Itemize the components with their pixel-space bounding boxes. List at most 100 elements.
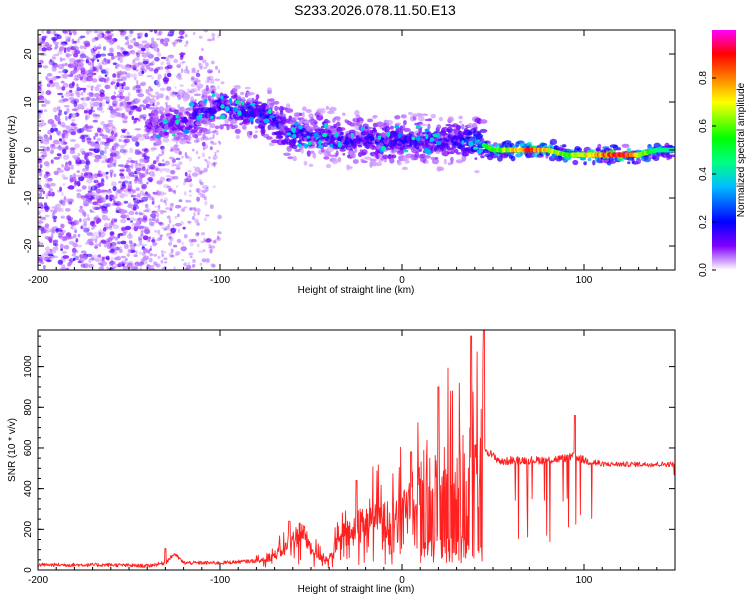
noise-dot bbox=[64, 62, 68, 67]
ridge-blob bbox=[403, 120, 407, 126]
noise-dot bbox=[204, 239, 212, 243]
noise-dot bbox=[38, 259, 44, 263]
noise-dot bbox=[151, 201, 155, 205]
noise-dot bbox=[126, 135, 133, 139]
noise-dot bbox=[168, 188, 173, 192]
noise-dot bbox=[55, 141, 62, 145]
noise-dot bbox=[128, 240, 133, 244]
ridge-blob bbox=[285, 108, 294, 113]
noise-dot bbox=[179, 36, 185, 39]
noise-dot bbox=[39, 164, 43, 169]
noise-dot bbox=[72, 69, 78, 74]
noise-dot bbox=[159, 191, 165, 197]
noise-dot bbox=[159, 176, 166, 182]
noise-dot bbox=[171, 163, 174, 168]
noise-dot bbox=[88, 238, 95, 242]
noise-dot bbox=[134, 170, 138, 175]
noise-dot bbox=[172, 91, 177, 94]
noise-dot bbox=[38, 136, 44, 140]
noise-dot bbox=[152, 191, 156, 195]
ridge-core bbox=[416, 135, 421, 142]
noise-dot bbox=[146, 75, 153, 78]
noise-dot bbox=[149, 195, 154, 201]
noise-dot bbox=[130, 217, 135, 221]
ridge-blob bbox=[243, 118, 251, 124]
noise-dot bbox=[49, 79, 54, 84]
noise-dot bbox=[127, 188, 132, 192]
ridge-blob bbox=[643, 156, 652, 163]
noise-dot bbox=[126, 217, 131, 221]
ridge-blob bbox=[309, 128, 313, 133]
noise-dot bbox=[211, 32, 216, 38]
noise-dot bbox=[106, 266, 109, 270]
noise-dot bbox=[124, 149, 128, 153]
ridge-blob bbox=[365, 144, 371, 150]
noise-dot bbox=[159, 222, 162, 226]
noise-dot bbox=[41, 103, 47, 107]
ridge-blob bbox=[447, 116, 454, 123]
noise-dot bbox=[206, 160, 211, 166]
noise-dot bbox=[46, 72, 53, 77]
noise-dot bbox=[108, 160, 112, 164]
noise-dot bbox=[204, 144, 209, 149]
noise-dot bbox=[207, 38, 213, 42]
ridge-blob bbox=[153, 113, 159, 121]
ridge-blob bbox=[267, 90, 272, 95]
noise-dot bbox=[209, 248, 213, 253]
noise-dot bbox=[62, 98, 69, 102]
noise-dot bbox=[151, 171, 156, 175]
spectrogram-ytick-label: -20 bbox=[23, 238, 34, 253]
noise-dot bbox=[165, 175, 172, 178]
noise-dot bbox=[49, 188, 53, 192]
ridge-blob bbox=[269, 126, 277, 130]
noise-dot bbox=[159, 222, 165, 226]
noise-dot bbox=[109, 47, 114, 53]
noise-dot bbox=[79, 218, 82, 223]
noise-dot bbox=[162, 167, 167, 172]
snr-line bbox=[38, 330, 675, 569]
noise-dot bbox=[178, 52, 186, 56]
noise-dot bbox=[187, 221, 192, 225]
noise-dot bbox=[61, 86, 66, 91]
ridge-blob bbox=[395, 122, 402, 126]
noise-dot bbox=[97, 182, 101, 188]
noise-dot bbox=[119, 148, 126, 154]
noise-dot bbox=[148, 62, 153, 65]
noise-dot bbox=[95, 235, 100, 239]
noise-dot bbox=[116, 64, 123, 68]
noise-dot bbox=[126, 253, 130, 257]
ridge-blob bbox=[308, 163, 314, 167]
noise-dot bbox=[100, 141, 105, 145]
ridge-blob bbox=[247, 105, 255, 110]
noise-dot bbox=[165, 95, 169, 100]
noise-dot bbox=[204, 200, 208, 206]
ridge-core bbox=[232, 107, 238, 113]
ridge-blob bbox=[424, 154, 431, 159]
noise-dot bbox=[96, 53, 102, 58]
noise-dot bbox=[147, 176, 154, 182]
noise-dot bbox=[174, 39, 179, 45]
ridge-core bbox=[318, 139, 322, 146]
noise-dot bbox=[201, 189, 207, 193]
noise-dot bbox=[111, 196, 118, 200]
noise-dot bbox=[135, 107, 141, 112]
noise-dot bbox=[217, 231, 222, 235]
ridge-core bbox=[268, 108, 272, 115]
noise-dot bbox=[73, 233, 77, 239]
noise-dot bbox=[183, 206, 188, 209]
noise-dot bbox=[116, 82, 120, 87]
noise-dot bbox=[38, 227, 41, 230]
noise-dot bbox=[201, 152, 205, 158]
noise-dot bbox=[96, 106, 103, 111]
ridge-blob bbox=[364, 124, 370, 127]
noise-dot bbox=[76, 83, 79, 89]
noise-dot bbox=[177, 104, 181, 109]
noise-dot bbox=[192, 88, 198, 93]
noise-dot bbox=[38, 46, 42, 51]
noise-dot bbox=[163, 251, 167, 254]
noise-dot bbox=[132, 204, 139, 207]
noise-dot bbox=[196, 243, 200, 248]
noise-dot bbox=[79, 61, 84, 68]
noise-dot bbox=[160, 145, 165, 150]
noise-dot bbox=[144, 203, 149, 209]
